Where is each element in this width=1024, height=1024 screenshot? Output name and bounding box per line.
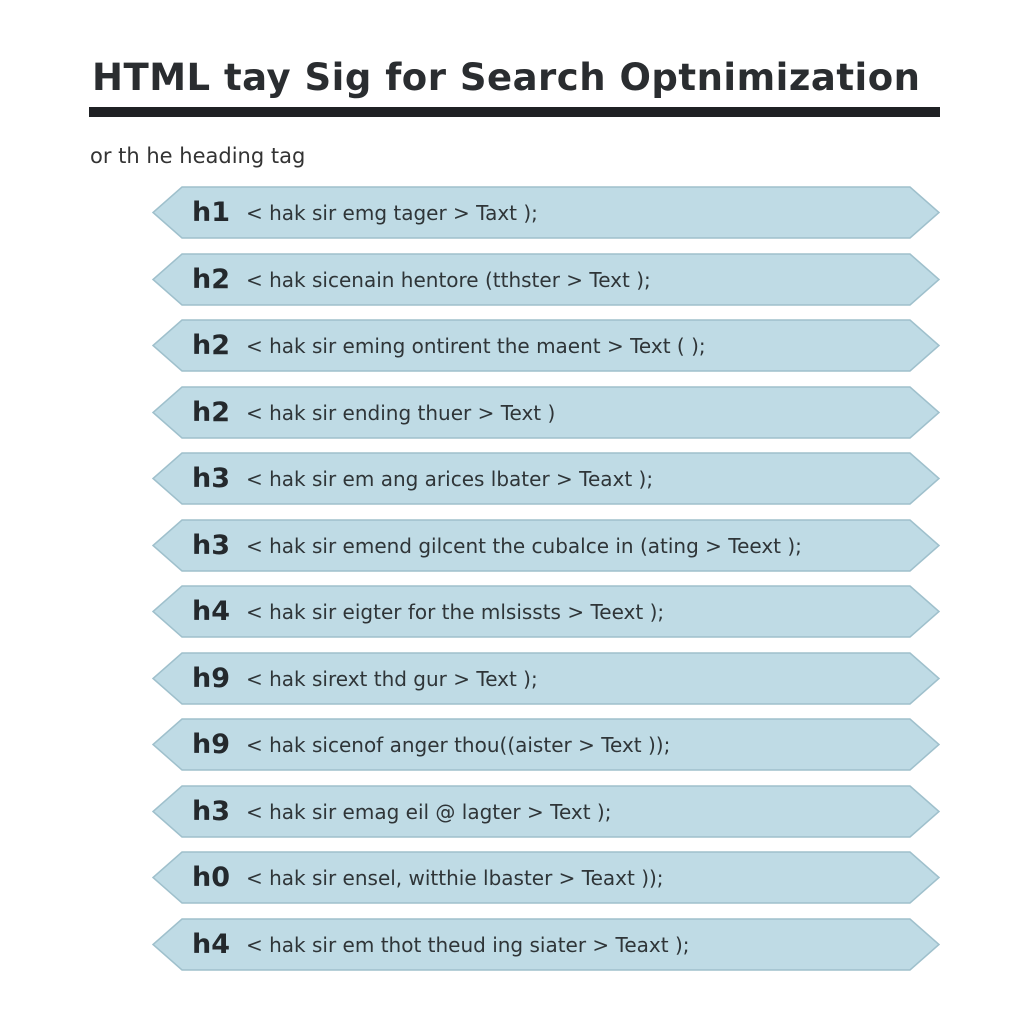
ribbon-arrow xyxy=(152,851,940,904)
ribbon-shape xyxy=(152,253,940,306)
heading-level-label: h9 xyxy=(192,663,231,694)
ribbon-shape xyxy=(152,519,940,572)
heading-level-label: h0 xyxy=(192,862,231,893)
ribbon-shape xyxy=(152,319,940,372)
heading-level-label: h2 xyxy=(192,330,231,361)
heading-level-label: h4 xyxy=(192,596,231,627)
heading-code-text: < hak sicenain hentore (tthster > Text )… xyxy=(246,267,651,292)
title-underline xyxy=(89,107,940,117)
ribbon-shape xyxy=(152,785,940,838)
ribbon-arrow xyxy=(152,319,940,372)
ribbon-shape xyxy=(152,718,940,771)
heading-code-text: < hak sirext thd gur > Text ); xyxy=(246,666,538,691)
heading-code-text: < hak sir ending thuer > Text ) xyxy=(246,400,556,425)
heading-row: h3 < hak sir emag eil @ lagter > Text ); xyxy=(152,785,940,838)
heading-level-label: h3 xyxy=(192,463,231,494)
heading-level-label: h4 xyxy=(192,929,231,960)
ribbon-arrow xyxy=(152,386,940,439)
heading-row: h9 < hak sicenof anger thou((aister > Tex… xyxy=(152,718,940,771)
heading-level-label: h9 xyxy=(192,729,231,760)
heading-code-text: < hak sir emg tager > Taxt ); xyxy=(246,200,538,225)
ribbon-arrow xyxy=(152,186,940,239)
row-content: h1 < hak sir emg tager > Taxt ); xyxy=(192,186,538,239)
ribbon-shape xyxy=(152,652,940,705)
ribbon-arrow xyxy=(152,785,940,838)
row-content: h3 < hak sir em ang arices lbater > Teaxt… xyxy=(192,452,653,505)
heading-code-text: < hak sir ensel, witthie lbaster > Teaxt… xyxy=(246,865,664,890)
row-content: h3 < hak sir emag eil @ lagter > Text ); xyxy=(192,785,611,838)
row-content: h9 < hak sicenof anger thou((aister > Tex… xyxy=(192,718,670,771)
heading-code-text: < hak sicenof anger thou((aister > Text … xyxy=(246,732,671,757)
heading-code-text: < hak sir eming ontirent the maent > Tex… xyxy=(246,333,706,358)
heading-row: h1 < hak sir emg tager > Taxt ); xyxy=(152,186,940,239)
row-content: h4 < hak sir eigter for the mlsissts > Te… xyxy=(192,585,664,638)
ribbon-shape xyxy=(152,918,940,971)
ribbon-shape xyxy=(152,186,940,239)
heading-level-label: h3 xyxy=(192,530,231,561)
heading-code-text: < hak sir em ang arices lbater > Teaxt )… xyxy=(246,466,654,491)
row-content: h4 < hak sir em thot theud ing siater > T… xyxy=(192,918,690,971)
heading-level-label: h1 xyxy=(192,197,231,228)
row-content: h3 < hak sir emend gilcent the cubalce in… xyxy=(192,519,802,572)
heading-row: h2 < hak sir eming ontirent the maent > T… xyxy=(152,319,940,372)
ribbon-arrow xyxy=(152,452,940,505)
row-content: h0 < hak sir ensel, witthie lbaster > Tea… xyxy=(192,851,664,904)
ribbon-arrow xyxy=(152,652,940,705)
heading-row: h4 < hak sir eigter for the mlsissts > Te… xyxy=(152,585,940,638)
heading-code-text: < hak sir emend gilcent the cubalce in (… xyxy=(246,533,802,558)
ribbon-shape xyxy=(152,851,940,904)
row-content: h2 < hak sir ending thuer > Text ) xyxy=(192,386,555,439)
ribbon-shape xyxy=(152,585,940,638)
ribbon-arrow xyxy=(152,585,940,638)
heading-level-label: h3 xyxy=(192,796,231,827)
ribbon-shape xyxy=(152,452,940,505)
heading-code-text: < hak sir em thot theud ing siater > Tea… xyxy=(246,932,690,957)
row-content: h9 < hak sirext thd gur > Text ); xyxy=(192,652,538,705)
heading-row: h3 < hak sir em ang arices lbater > Teaxt… xyxy=(152,452,940,505)
heading-code-text: < hak sir emag eil @ lagter > Text ); xyxy=(246,799,612,824)
heading-level-label: h2 xyxy=(192,264,231,295)
ribbon-arrow xyxy=(152,718,940,771)
heading-level-label: h2 xyxy=(192,397,231,428)
page-title: HTML tay Sig for Search Optnimization xyxy=(92,56,921,99)
heading-row: h2 < hak sir ending thuer > Text ) xyxy=(152,386,940,439)
heading-code-text: < hak sir eigter for the mlsissts > Teex… xyxy=(246,599,665,624)
ribbon-arrow xyxy=(152,918,940,971)
ribbon-shape xyxy=(152,386,940,439)
ribbon-arrow xyxy=(152,519,940,572)
row-content: h2 < hak sicenain hentore (tthster > Text… xyxy=(192,253,651,306)
heading-row: h4 < hak sir em thot theud ing siater > T… xyxy=(152,918,940,971)
heading-row: h2 < hak sicenain hentore (tthster > Text… xyxy=(152,253,940,306)
subtitle: or th he heading tag xyxy=(90,144,306,168)
heading-row: h9 < hak sirext thd gur > Text ); xyxy=(152,652,940,705)
heading-row: h3 < hak sir emend gilcent the cubalce in… xyxy=(152,519,940,572)
heading-row: h0 < hak sir ensel, witthie lbaster > Tea… xyxy=(152,851,940,904)
row-content: h2 < hak sir eming ontirent the maent > T… xyxy=(192,319,706,372)
ribbon-arrow xyxy=(152,253,940,306)
